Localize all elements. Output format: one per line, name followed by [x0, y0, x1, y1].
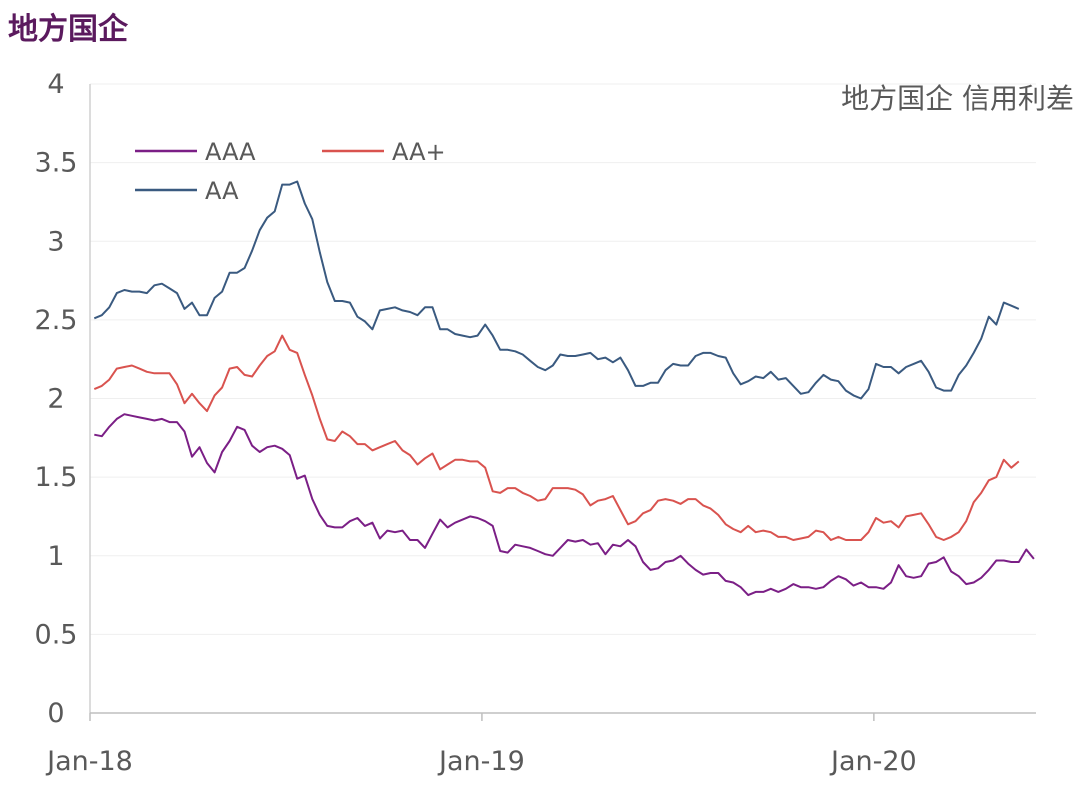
x-tick-label: Jan-20 [829, 746, 917, 777]
y-tick-label: 3.5 [35, 148, 78, 179]
page-heading: 地方国企 [8, 12, 128, 47]
y-axis-ticks: 0 0.5 1 1.5 2 2.5 3 3.5 4 [35, 69, 78, 729]
legend: AAA AA+ AA [135, 138, 446, 205]
y-tick-label: 1.5 [35, 462, 78, 493]
axes [89, 84, 1036, 714]
series-lines [93, 180, 1035, 597]
series-line-aa [93, 180, 1020, 400]
series-line-aaa [94, 413, 1035, 597]
x-axis-ticks: Jan-18 Jan-19 Jan-20 [45, 713, 917, 777]
legend-label: AA+ [392, 138, 446, 166]
y-tick-label: 1 [47, 541, 64, 572]
chart-title: 地方国企 信用利差 [841, 82, 1074, 115]
y-tick-label: 3 [47, 226, 64, 257]
x-tick-label: Jan-19 [437, 746, 525, 777]
gridlines [90, 83, 1036, 635]
y-tick-label: 0.5 [35, 619, 78, 650]
y-tick-label: 2.5 [35, 305, 78, 336]
legend-label: AAA [205, 138, 256, 166]
y-tick-label: 4 [47, 69, 64, 100]
y-tick-label: 2 [47, 384, 64, 415]
x-tick-label: Jan-18 [45, 746, 133, 777]
series-line-aaplus [93, 334, 1020, 541]
legend-label: AA [205, 177, 239, 205]
y-tick-label: 0 [47, 698, 64, 729]
